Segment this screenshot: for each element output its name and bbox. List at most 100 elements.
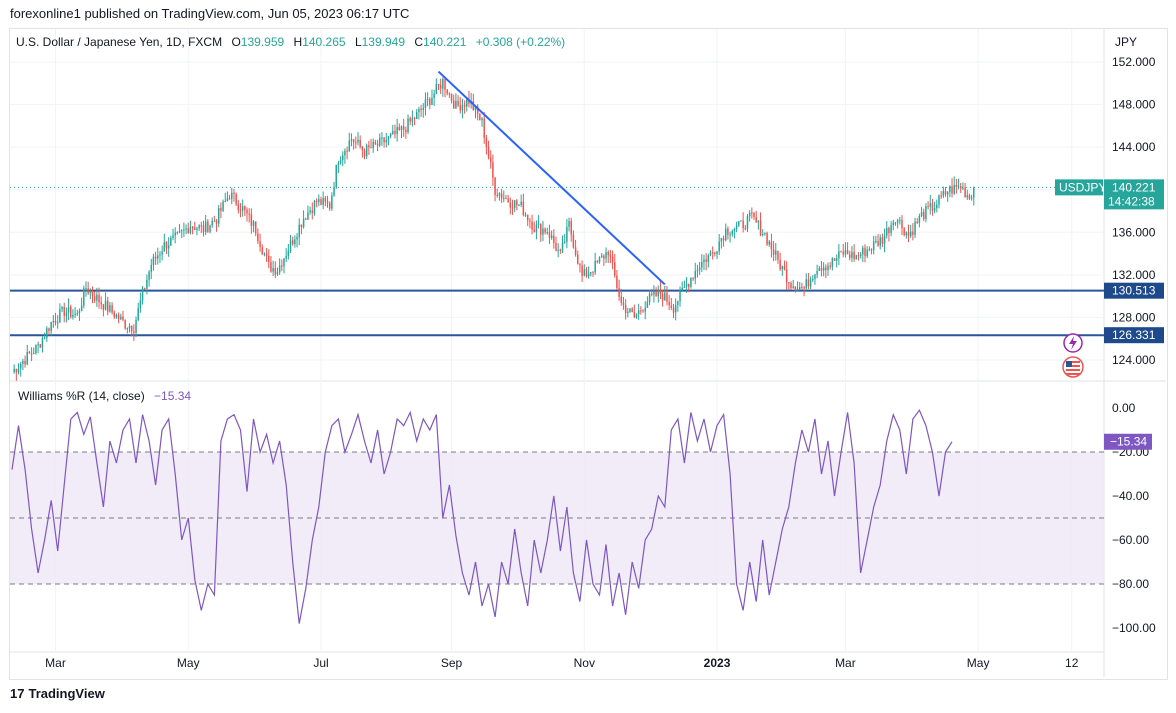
candle-body xyxy=(429,99,431,105)
lightning-icon[interactable] xyxy=(1063,333,1083,353)
candle-body xyxy=(368,145,370,148)
candle-body xyxy=(738,221,740,226)
candle-body xyxy=(135,319,137,333)
candle-body xyxy=(548,232,551,238)
candle-body xyxy=(96,294,98,301)
open-value: 139.959 xyxy=(241,35,285,49)
candle-body xyxy=(322,198,324,205)
candle-body xyxy=(187,228,190,234)
indicator-name[interactable]: Williams %R (14, close) xyxy=(18,389,145,403)
candle-body xyxy=(870,249,873,251)
candle-body xyxy=(609,255,612,257)
candle-body xyxy=(133,331,135,333)
candle-body xyxy=(642,310,644,312)
candle-body xyxy=(446,89,448,94)
candle-body xyxy=(455,100,457,109)
candle-body xyxy=(936,204,938,209)
candle-body xyxy=(113,312,116,318)
candle-body xyxy=(128,326,131,329)
level-price-label: 126.331 xyxy=(1112,328,1156,342)
candle-body xyxy=(165,241,168,249)
candle-body xyxy=(231,192,233,199)
candle-body xyxy=(268,255,270,262)
candle-body xyxy=(500,193,503,199)
candle-body xyxy=(237,204,240,210)
candle-body xyxy=(816,270,818,275)
candle-body xyxy=(577,254,579,265)
candle-body xyxy=(622,302,625,306)
candle-body xyxy=(718,241,720,252)
candle-body xyxy=(363,150,366,157)
candle-body xyxy=(450,93,453,101)
candle-body xyxy=(866,249,868,257)
candle-body xyxy=(670,305,673,308)
candle-body xyxy=(407,118,409,133)
candle-body xyxy=(946,192,949,195)
level-price-label: 130.513 xyxy=(1112,284,1156,298)
candle-body xyxy=(339,160,342,164)
candle-body xyxy=(485,137,488,148)
candle-body xyxy=(714,252,716,254)
candle-body xyxy=(964,187,966,198)
candle-body xyxy=(474,106,477,111)
candle-body xyxy=(537,223,540,225)
candle-body xyxy=(685,283,688,287)
candle-body xyxy=(207,221,209,232)
candle-body xyxy=(753,212,755,218)
candle-body xyxy=(598,257,601,263)
candle-body xyxy=(835,258,838,261)
candle-body xyxy=(903,228,905,236)
candle-body xyxy=(809,279,812,287)
us-flag-icon[interactable] xyxy=(1062,356,1084,378)
candle-body xyxy=(17,368,20,373)
candle-body xyxy=(24,360,26,365)
publisher-caption: forexonline1 published on TradingView.co… xyxy=(10,6,410,21)
time-tick-label: Sep xyxy=(441,656,463,670)
williams-r-line[interactable] xyxy=(11,408,953,624)
candle-body xyxy=(677,301,679,305)
candle-body xyxy=(309,210,311,213)
candle-body xyxy=(542,228,544,235)
candle-body xyxy=(285,255,287,259)
candle-body xyxy=(141,288,144,301)
candle-body xyxy=(487,147,490,158)
downtrend-line[interactable] xyxy=(437,70,666,286)
candle-body xyxy=(772,249,775,255)
time-tick-label: 2023 xyxy=(704,656,731,670)
candle-body xyxy=(855,255,858,260)
close-label: C xyxy=(414,35,423,49)
candle-body xyxy=(498,193,501,196)
candle-body xyxy=(46,328,48,338)
candle-body xyxy=(228,198,231,200)
candle-body xyxy=(664,292,666,301)
candle-body xyxy=(106,300,109,312)
candle-body xyxy=(812,279,814,281)
candle-body xyxy=(378,137,381,146)
candle-body xyxy=(41,338,44,348)
candle-body xyxy=(605,251,607,259)
wr-value-tag xyxy=(1104,433,1152,450)
candle-body xyxy=(296,237,298,240)
candle-body xyxy=(907,232,910,237)
candle-body xyxy=(646,301,649,308)
candle-body xyxy=(627,311,629,314)
candle-body xyxy=(302,218,305,228)
candle-body xyxy=(220,208,222,211)
candle-body xyxy=(940,195,942,197)
tradingview-brand[interactable]: 17 TradingView xyxy=(10,686,105,701)
candle-body xyxy=(100,302,102,305)
candle-body xyxy=(614,262,616,276)
symbol-tag-label: USDJPY xyxy=(1059,180,1106,194)
candle-body xyxy=(820,268,823,271)
candle-body xyxy=(300,224,303,228)
candle-body xyxy=(244,206,246,210)
candle-body xyxy=(481,118,483,121)
candle-body xyxy=(842,252,844,255)
candle-body xyxy=(359,139,361,147)
candle-body xyxy=(709,252,712,256)
candle-body xyxy=(337,163,340,165)
svg-text:U.S. Dollar / Japanese Yen, 1D: U.S. Dollar / Japanese Yen, 1D, FXCM O13… xyxy=(16,35,565,49)
candle-body xyxy=(26,351,28,365)
candle-body xyxy=(798,286,801,290)
